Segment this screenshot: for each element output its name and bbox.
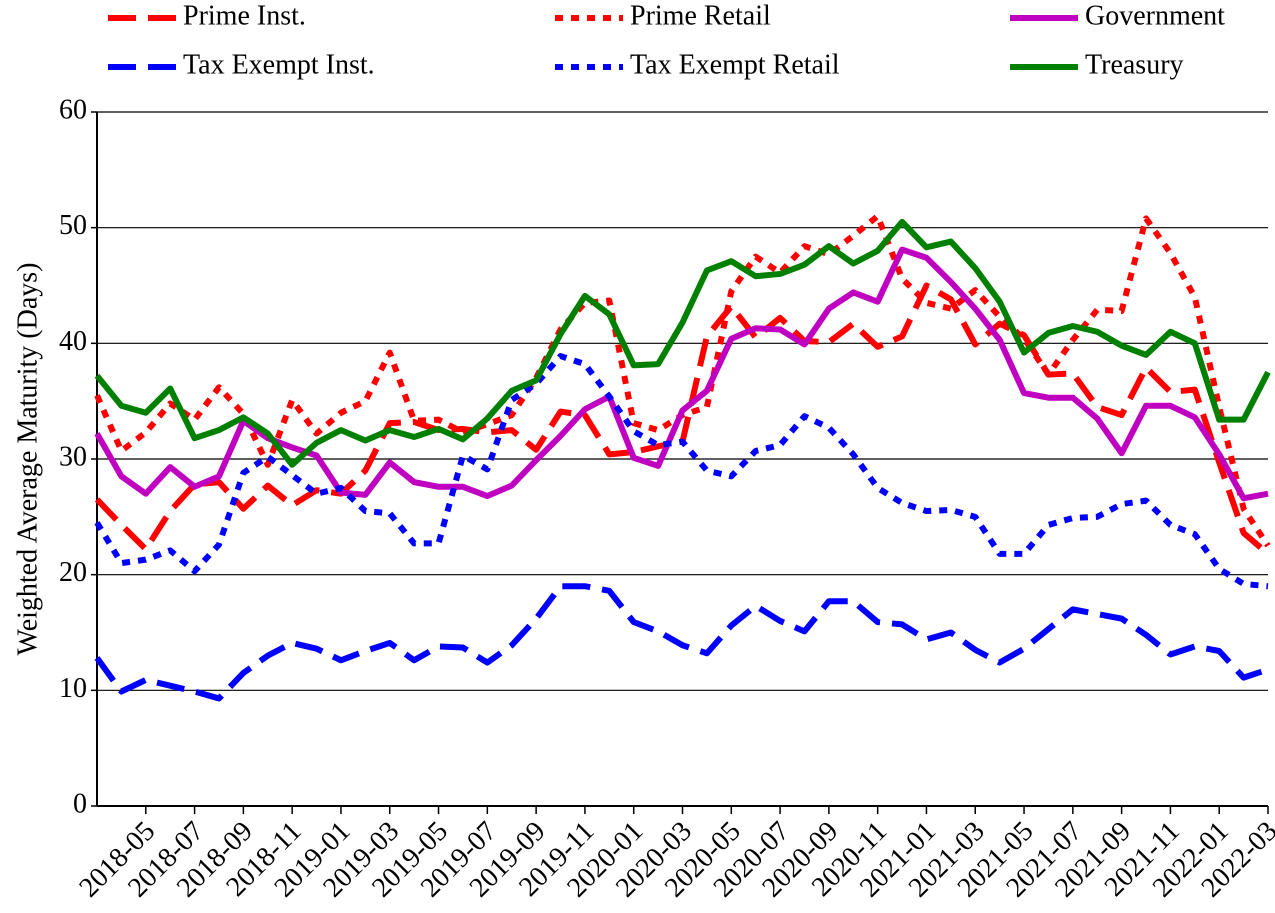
legend-label: Government (1085, 0, 1225, 31)
legend-label: Prime Inst. (183, 0, 306, 31)
y-tick-label: 20 (59, 557, 87, 588)
series-line (94, 218, 1271, 468)
legend-label: Tax Exempt Inst. (183, 49, 375, 80)
y-axis-label: Weighted Average Maturity (Days) (12, 263, 43, 656)
legend-label: Prime Retail (630, 0, 771, 31)
y-tick-label: 10 (59, 673, 87, 704)
legend-label: Treasury (1085, 49, 1184, 80)
series-line (94, 353, 1269, 590)
series-line (94, 583, 1269, 702)
y-tick-label: 30 (59, 441, 87, 472)
legend-label: Tax Exempt Retail (630, 49, 840, 80)
series-line (94, 246, 1269, 502)
y-tick-label: 0 (73, 788, 87, 819)
series-line (94, 213, 1271, 548)
y-tick-label: 40 (59, 326, 87, 357)
y-tick-label: 60 (59, 94, 87, 125)
y-tick-label: 50 (59, 210, 87, 241)
